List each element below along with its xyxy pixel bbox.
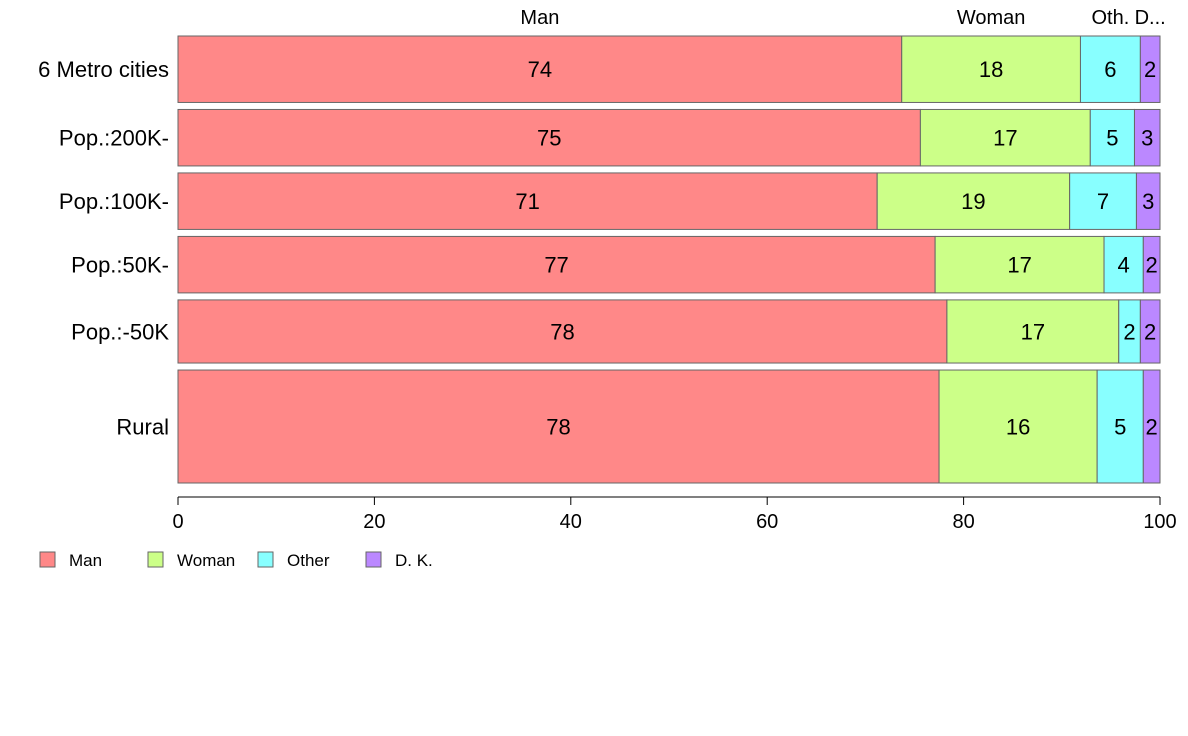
top-labels: Man Woman Oth. D... <box>520 7 1165 29</box>
category-label-pop-50k: Pop.:50K- <box>71 253 169 278</box>
legend-label-other: Other <box>287 551 330 570</box>
bar-d-k-4 <box>1142 235 1161 294</box>
data-label-d-k-4: 2 <box>1146 253 1158 278</box>
data-label-d-k-2: 3 <box>1141 126 1153 151</box>
legend-swatch-d-k <box>365 551 382 568</box>
data-label-woman-6: 16 <box>1006 415 1030 440</box>
bar-other-1 <box>1079 35 1141 103</box>
legend-label-man: Man <box>69 551 102 570</box>
bar-d-k-5 <box>1139 299 1161 364</box>
bar-man-4 <box>177 235 936 294</box>
legend: Man Woman Other D. K. <box>39 551 433 570</box>
bar-man-3 <box>177 172 878 230</box>
bar-man-2 <box>177 108 921 167</box>
data-label-woman-4: 17 <box>1007 253 1031 278</box>
top-label-woman: Woman <box>957 7 1026 29</box>
top-label-man: Man <box>520 7 559 29</box>
data-label-woman-2: 17 <box>993 126 1017 151</box>
bar-man-1 <box>177 35 903 103</box>
bar-d-k-2 <box>1133 108 1161 167</box>
top-label-oth: Oth. <box>1092 7 1130 29</box>
category-labels: 6 Metro cities Pop.:200K- Pop.:100K- Pop.:5… <box>38 57 169 439</box>
data-label-other-4: 4 <box>1118 253 1130 278</box>
x-tick-label-100: 100 <box>1143 511 1176 533</box>
x-tick-label-60: 60 <box>756 511 778 533</box>
bar-other-6 <box>1096 369 1144 484</box>
x-tick-label-20: 20 <box>363 511 385 533</box>
category-label-6-metro-cities: 6 Metro cities <box>38 57 169 82</box>
x-tick-label-40: 40 <box>560 511 582 533</box>
category-label-pop-50k: Pop.:-50K <box>71 319 169 344</box>
category-label-rural: Rural <box>116 415 169 440</box>
x-tick-label-80: 80 <box>952 511 974 533</box>
bar-other-3 <box>1069 172 1137 230</box>
bars: 74 18 6 275 17 5 371 19 7 377 17 4 278 17 2 278 16 5 2 <box>177 35 1161 484</box>
bar-woman-6 <box>938 369 1098 484</box>
legend-swatch-man <box>39 551 56 568</box>
bar-woman-2 <box>919 108 1091 167</box>
category-label-pop-100k: Pop.:100K- <box>59 189 169 214</box>
x-tick-label-0: 0 <box>172 511 183 533</box>
top-label-d: D... <box>1135 7 1166 29</box>
data-label-d-k-6: 2 <box>1146 415 1158 440</box>
bar-d-k-1 <box>1139 35 1161 103</box>
data-label-man-3: 71 <box>515 189 539 214</box>
bar-woman-4 <box>934 235 1105 294</box>
data-label-d-k-1: 2 <box>1144 57 1156 82</box>
data-label-other-5: 2 <box>1123 319 1135 344</box>
bar-d-k-6 <box>1142 369 1161 484</box>
data-label-other-2: 5 <box>1106 126 1118 151</box>
data-label-man-4: 77 <box>544 253 568 278</box>
data-label-man-6: 78 <box>546 415 570 440</box>
data-label-other-1: 6 <box>1104 57 1116 82</box>
data-label-other-3: 7 <box>1097 189 1109 214</box>
bar-woman-5 <box>946 299 1120 364</box>
category-label-pop-200k: Pop.:200K- <box>59 126 169 151</box>
legend-label-d-k: D. K. <box>395 551 433 570</box>
data-label-man-5: 78 <box>550 319 574 344</box>
data-label-other-6: 5 <box>1114 415 1126 440</box>
data-label-woman-1: 18 <box>979 57 1003 82</box>
data-label-man-2: 75 <box>537 126 561 151</box>
bar-woman-3 <box>876 172 1071 230</box>
data-label-d-k-5: 2 <box>1144 319 1156 344</box>
data-label-woman-5: 17 <box>1021 319 1045 344</box>
legend-swatch-other <box>257 551 274 568</box>
bar-other-4 <box>1103 235 1144 294</box>
legend-swatch-woman <box>147 551 164 568</box>
bar-man-5 <box>177 299 948 364</box>
bar-woman-1 <box>901 35 1081 103</box>
data-label-d-k-3: 3 <box>1142 189 1154 214</box>
legend-label-woman: Woman <box>177 551 235 570</box>
data-label-woman-3: 19 <box>961 189 985 214</box>
x-axis: 0 20 40 60 80 100 <box>172 496 1177 533</box>
bar-other-2 <box>1089 108 1135 167</box>
data-label-man-1: 74 <box>528 57 552 82</box>
bar-d-k-3 <box>1135 172 1161 230</box>
